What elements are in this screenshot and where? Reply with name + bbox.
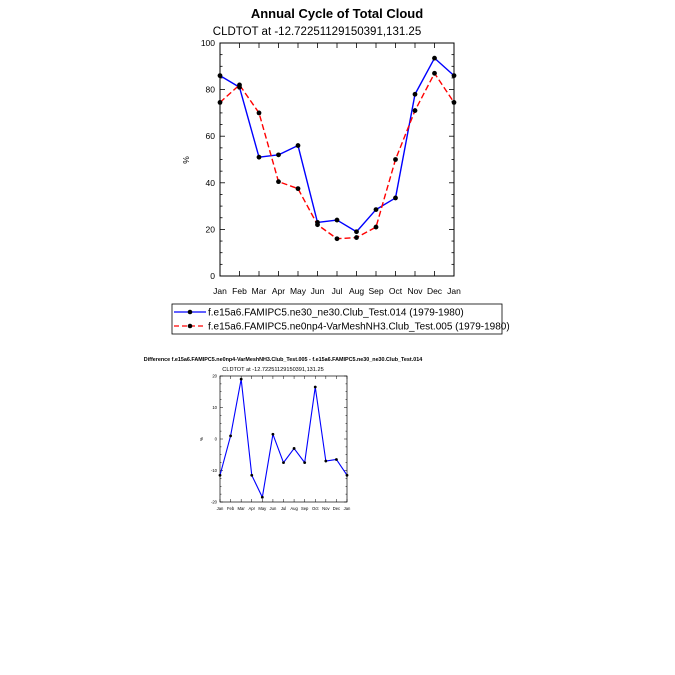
difference-chart-title: Difference f.e15a6.FAMIPC5.ne0np4-VarMes… xyxy=(144,357,422,363)
series-2-point xyxy=(373,224,379,230)
series-1-point xyxy=(334,217,340,223)
plot-marks xyxy=(217,55,457,242)
difference-y-tick-label: 10 xyxy=(212,405,217,410)
difference-series-1-point xyxy=(260,495,264,499)
x-tick-label: Mar xyxy=(252,286,267,296)
y-tick-label: 0 xyxy=(210,271,215,281)
legend-marker-series-1 xyxy=(187,309,193,315)
series-2-point xyxy=(334,236,340,242)
x-tick-label: Jan xyxy=(213,286,227,296)
difference-x-tick-label: Jan xyxy=(217,506,224,511)
x-tick-label: Jan xyxy=(447,286,461,296)
legend-marker-series-2 xyxy=(187,323,193,329)
series-2-point xyxy=(217,100,223,105)
legend-box xyxy=(171,303,503,335)
difference-x-tick-label: Jul xyxy=(281,506,286,511)
difference-y-tick-label: -20 xyxy=(211,499,218,504)
difference-x-tick-label: Oct xyxy=(312,506,319,511)
difference-series-line-1 xyxy=(219,378,348,498)
x-tick-label: May xyxy=(290,286,307,296)
y-tick-label: 80 xyxy=(206,85,216,95)
series-1-point xyxy=(432,55,437,61)
difference-x-tick-label: Jun xyxy=(270,506,277,511)
series-1-point xyxy=(393,195,398,201)
difference-plot-marks xyxy=(218,377,349,499)
difference-series-1-point xyxy=(239,377,243,381)
difference-series-1-point xyxy=(250,473,254,477)
series-2-point xyxy=(315,222,320,228)
difference-y-axis-label: % xyxy=(199,437,204,441)
series-2-point xyxy=(451,100,457,105)
series-2-point xyxy=(256,110,262,116)
x-tick-label: Feb xyxy=(232,286,247,296)
chart-title: Annual Cycle of Total Cloud xyxy=(251,6,423,21)
y-axis-label: % xyxy=(181,156,191,164)
legend-label-series-1: f.e15a6.FAMIPC5.ne30_ne30.Club_Test.014 … xyxy=(208,308,464,319)
difference-series-1-point xyxy=(229,434,232,438)
series-2-point xyxy=(276,179,281,185)
difference-series-1-point xyxy=(282,461,285,465)
series-1-point xyxy=(412,91,418,97)
difference-series-1-point xyxy=(335,458,338,461)
x-tick-label: Oct xyxy=(389,286,403,296)
series-1-point xyxy=(451,73,457,79)
difference-series-1-point xyxy=(271,432,275,436)
chart-subtitle: CLDTOT at -12.72251129150391,131.25 xyxy=(213,26,421,38)
difference-series-1-point xyxy=(345,473,349,477)
difference-x-tick-label: Nov xyxy=(322,506,330,511)
y-tick-label: 20 xyxy=(206,224,216,234)
legend: f.e15a6.FAMIPC5.ne30_ne30.Club_Test.014 … xyxy=(171,303,510,335)
series-1-point xyxy=(217,73,223,79)
difference-x-tick-label: Feb xyxy=(227,506,235,511)
difference-y-tick-label: 0 xyxy=(215,436,218,441)
difference-plot-border xyxy=(219,375,348,503)
difference-series-1-point xyxy=(324,459,328,463)
difference-x-tick-label: May xyxy=(258,506,267,511)
difference-series-1-point xyxy=(218,473,222,477)
series-2-point xyxy=(393,157,398,162)
series-1-point xyxy=(373,207,379,212)
difference-x-tick-label: Dec xyxy=(333,506,340,511)
series-1-point xyxy=(256,154,262,160)
difference-x-tick-label: Jan xyxy=(344,506,351,511)
series-2-point xyxy=(237,82,242,88)
series-1-point xyxy=(276,152,281,158)
difference-x-tick-label: Aug xyxy=(290,506,298,511)
series-line-1 xyxy=(219,57,455,233)
y-tick-label: 60 xyxy=(206,131,216,141)
difference-chart-subtitle: CLDTOT at -12.72251129150391,131.25 xyxy=(222,367,323,373)
y-tick-label: 100 xyxy=(201,38,215,48)
series-2-point xyxy=(432,70,437,76)
legend-label-series-2: f.e15a6.FAMIPC5.ne0np4-VarMeshNH3.Club_T… xyxy=(208,322,510,333)
x-tick-label: Jul xyxy=(332,286,343,296)
x-tick-label: Apr xyxy=(272,286,285,296)
plot-frame: 0 20 40 60 80 100 Jan Feb Mar Apr May Jun Jul Aug Sep O… xyxy=(201,38,461,296)
series-2-point xyxy=(354,235,359,240)
series-line-2 xyxy=(219,72,455,240)
x-tick-label: Dec xyxy=(427,286,443,296)
y-tick-label: 40 xyxy=(206,178,216,188)
series-2-point xyxy=(295,186,301,192)
series-1-point xyxy=(354,229,359,235)
difference-x-tick-label: Mar xyxy=(238,506,246,511)
series-1-point xyxy=(295,143,301,148)
difference-x-tick-label: Apr xyxy=(248,506,255,511)
difference-y-tick-label: -10 xyxy=(211,468,218,473)
series-2-point xyxy=(412,108,418,113)
difference-y-tick-label: 20 xyxy=(212,373,217,378)
difference-series-1-point xyxy=(313,385,317,389)
x-tick-label: Aug xyxy=(349,286,364,296)
x-tick-label: Jun xyxy=(311,286,325,296)
x-tick-label: Sep xyxy=(368,286,383,296)
x-tick-label: Nov xyxy=(407,286,423,296)
difference-series-1-point xyxy=(303,461,307,465)
difference-series-1-point xyxy=(292,447,296,450)
difference-x-tick-label: Sep xyxy=(301,506,309,511)
